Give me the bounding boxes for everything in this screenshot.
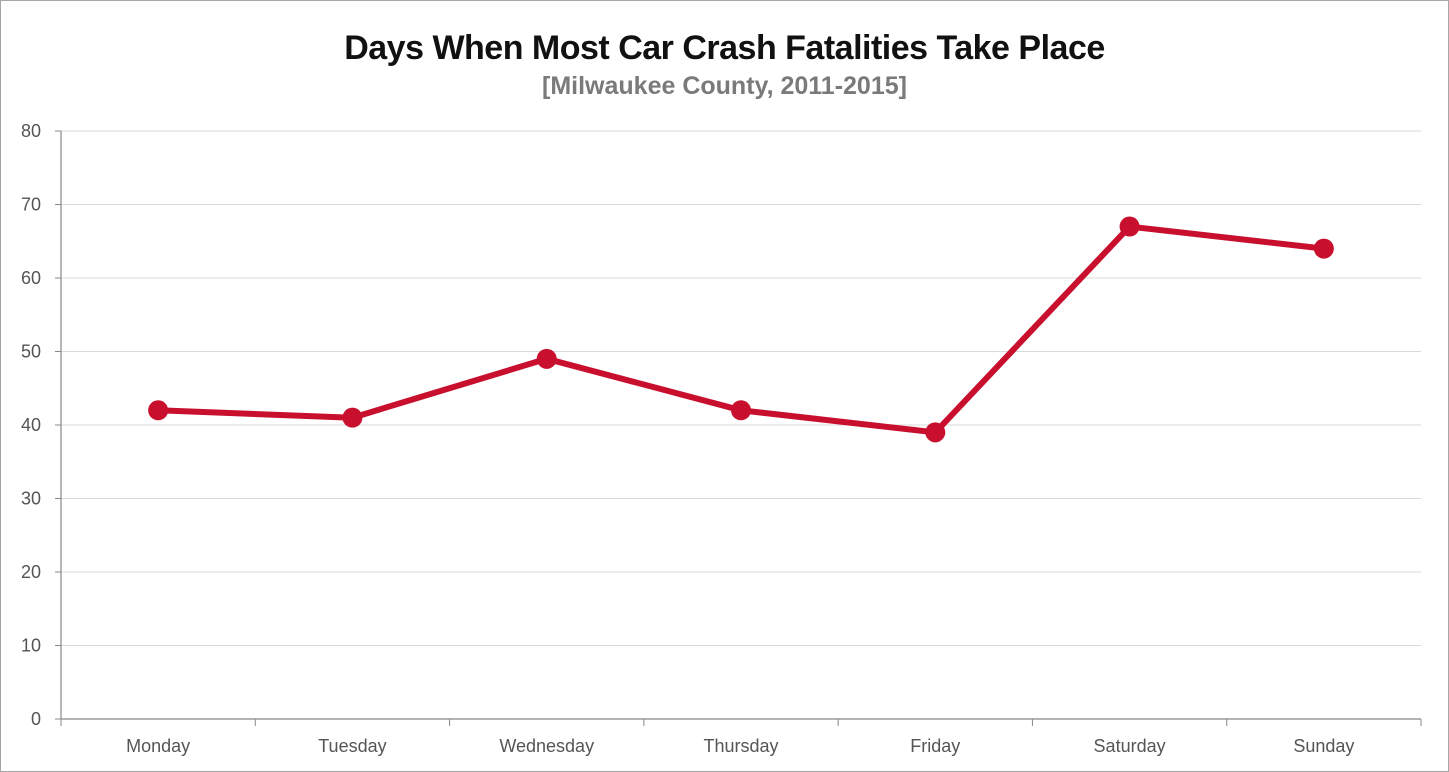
data-point-sunday <box>1313 238 1334 259</box>
data-point-tuesday <box>342 407 363 428</box>
x-tick-label-tuesday: Tuesday <box>318 736 386 756</box>
gridlines <box>61 130 1421 646</box>
y-tick-label-80: 80 <box>21 121 41 141</box>
chart-title: Days When Most Car Crash Fatalities Take… <box>344 29 1105 67</box>
x-tick-label-thursday: Thursday <box>703 736 778 756</box>
data-point-wednesday <box>536 348 557 369</box>
data-point-saturday <box>1119 216 1140 237</box>
y-tick-label-50: 50 <box>21 342 41 362</box>
x-axis-ticks: Monday Tuesday Wednesday Thursday Friday Satu… <box>60 719 1422 756</box>
data-point-friday <box>925 422 946 443</box>
x-tick-label-monday: Monday <box>126 736 190 756</box>
chart-subtitle: [Milwaukee County, 2011-2015] <box>542 72 907 100</box>
y-tick-label-60: 60 <box>21 268 41 288</box>
y-axis-ticks: 0 10 20 30 40 50 60 70 80 <box>21 121 61 729</box>
x-tick-label-saturday: Saturday <box>1094 736 1166 756</box>
data-point-monday <box>148 400 169 421</box>
y-tick-label-10: 10 <box>21 636 41 656</box>
y-tick-label-70: 70 <box>21 195 41 215</box>
x-tick-label-sunday: Sunday <box>1293 736 1354 756</box>
y-tick-label-0: 0 <box>31 709 41 729</box>
x-tick-label-friday: Friday <box>910 736 960 756</box>
y-tick-label-30: 30 <box>21 489 41 509</box>
x-tick-label-wednesday: Wednesday <box>499 736 594 756</box>
series-group <box>148 216 1334 443</box>
y-tick-label-20: 20 <box>21 562 41 582</box>
data-point-thursday <box>731 400 751 421</box>
y-tick-label-40: 40 <box>21 415 41 435</box>
